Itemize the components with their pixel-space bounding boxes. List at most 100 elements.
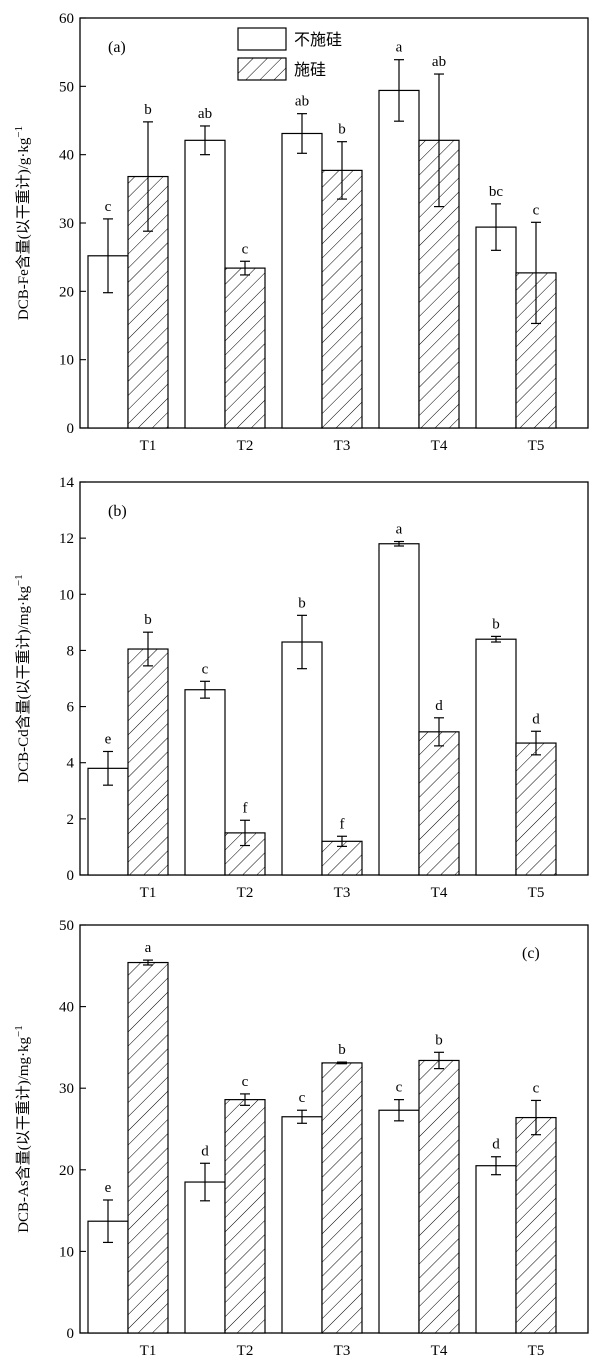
significance-letter: c — [242, 1074, 249, 1090]
bar — [378, 1109, 420, 1334]
bar — [475, 638, 517, 876]
legend-label: 施硅 — [294, 61, 326, 79]
bar — [321, 1062, 363, 1334]
x-tick-label: T1 — [140, 1343, 157, 1359]
x-tick-label: T1 — [140, 438, 157, 454]
y-tick-label: 14 — [59, 475, 75, 491]
y-axis-label-superscript: −1 — [13, 126, 25, 138]
y-tick-label: 50 — [59, 79, 74, 95]
bar — [378, 89, 420, 429]
bar — [418, 1059, 460, 1334]
x-tick-label: T3 — [334, 885, 351, 901]
significance-letter: e — [105, 1180, 112, 1196]
significance-letter: c — [533, 202, 540, 218]
bar — [127, 648, 169, 876]
y-tick-label: 60 — [59, 11, 74, 27]
bar — [184, 139, 226, 429]
bar — [281, 641, 323, 876]
y-tick-label: 0 — [67, 1326, 75, 1342]
significance-letter: b — [338, 1042, 346, 1058]
significance-letter: d — [435, 698, 443, 714]
significance-letter: c — [242, 241, 249, 257]
significance-letter: b — [298, 595, 306, 611]
y-tick-label: 0 — [67, 868, 75, 884]
bar — [281, 132, 323, 429]
x-tick-label: T2 — [237, 1343, 254, 1359]
significance-letter: ab — [432, 54, 446, 70]
y-tick-label: 40 — [59, 148, 74, 164]
bar — [224, 1099, 266, 1334]
bar — [281, 1116, 323, 1334]
x-tick-label: T5 — [528, 438, 545, 454]
significance-letter: a — [145, 940, 152, 956]
y-tick-label: 10 — [59, 587, 74, 603]
bar — [515, 1116, 557, 1334]
y-tick-label: 20 — [59, 284, 74, 300]
x-tick-label: T2 — [237, 438, 254, 454]
significance-letter: bc — [489, 184, 504, 200]
significance-letter: c — [202, 661, 209, 677]
x-tick-label: T2 — [237, 885, 254, 901]
y-tick-label: 2 — [67, 812, 75, 828]
x-tick-label: T5 — [528, 1343, 545, 1359]
y-tick-label: 10 — [59, 353, 74, 369]
significance-letter: b — [492, 616, 500, 632]
significance-letter: d — [532, 711, 540, 727]
bar — [184, 689, 226, 876]
panel-label: (c) — [522, 945, 540, 962]
significance-letter: b — [144, 102, 152, 118]
significance-letter: b — [338, 122, 346, 138]
y-tick-label: 4 — [67, 756, 75, 772]
y-tick-label: 6 — [67, 700, 75, 716]
y-tick-label: 50 — [59, 918, 74, 934]
y-axis-label: DCB-Fe含量(以干重计)/g·kg−1 — [13, 126, 32, 320]
panel-label: (a) — [108, 39, 126, 56]
bar — [475, 226, 517, 429]
bar — [87, 767, 129, 876]
x-tick-label: T5 — [528, 885, 545, 901]
significance-letter: b — [144, 612, 152, 628]
significance-letter: a — [396, 40, 403, 56]
panel-label: (b) — [108, 503, 127, 520]
legend-swatch — [237, 57, 287, 81]
significance-letter: c — [105, 199, 112, 215]
y-tick-label: 0 — [67, 421, 75, 437]
x-tick-label: T1 — [140, 885, 157, 901]
bar — [515, 742, 557, 876]
y-tick-label: 12 — [59, 531, 74, 547]
significance-letter: ab — [295, 94, 309, 110]
y-axis-label-superscript: −1 — [13, 574, 25, 586]
y-axis-label: DCB-Cd含量(以干重计)/mg·kg−1 — [13, 574, 32, 782]
significance-letter: f — [243, 800, 248, 816]
legend-swatch — [237, 27, 287, 51]
y-axis-label-superscript: −1 — [13, 1025, 25, 1037]
significance-letter: ab — [198, 106, 212, 122]
bar — [224, 267, 266, 429]
x-tick-label: T4 — [431, 1343, 448, 1359]
bar — [127, 961, 169, 1334]
bar — [475, 1165, 517, 1334]
significance-letter: c — [396, 1080, 403, 1096]
bar — [378, 543, 420, 876]
significance-letter: c — [533, 1080, 540, 1096]
y-tick-label: 20 — [59, 1163, 74, 1179]
y-tick-label: 30 — [59, 1081, 74, 1097]
bar — [418, 731, 460, 876]
bar — [184, 1181, 226, 1334]
significance-letter: d — [201, 1143, 209, 1159]
y-tick-label: 10 — [59, 1244, 74, 1260]
y-tick-label: 40 — [59, 1000, 74, 1016]
significance-letter: b — [435, 1032, 443, 1048]
x-tick-label: T3 — [334, 1343, 351, 1359]
x-tick-label: T4 — [431, 885, 448, 901]
significance-letter: d — [492, 1137, 500, 1153]
bar — [321, 169, 363, 429]
x-tick-label: T3 — [334, 438, 351, 454]
significance-letter: a — [396, 522, 403, 538]
significance-letter: e — [105, 731, 112, 747]
legend-label: 不施硅 — [294, 31, 342, 49]
y-tick-label: 30 — [59, 216, 74, 232]
significance-letter: c — [299, 1090, 306, 1106]
x-tick-label: T4 — [431, 438, 448, 454]
